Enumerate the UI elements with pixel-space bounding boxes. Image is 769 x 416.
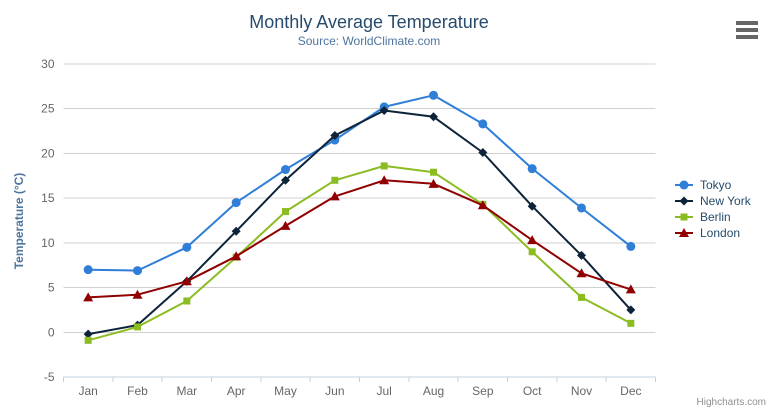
legend-marker-berlin (675, 213, 693, 221)
point-berlin-Nov[interactable] (578, 293, 585, 301)
x-axis-label: May (274, 384, 297, 398)
y-axis-title: Temperature (°C) (12, 172, 26, 270)
hamburger-bar (736, 28, 758, 32)
point-berlin-May[interactable] (282, 208, 289, 216)
legend-marker-shape-tokyo[interactable] (679, 180, 689, 190)
legend-marker-shape-london[interactable] (679, 228, 689, 237)
series-new-york (83, 106, 636, 339)
legend-marker-tokyo (675, 180, 693, 190)
hamburger-bar (736, 35, 758, 39)
hamburger-menu-icon[interactable] (735, 20, 759, 40)
point-london-Apr[interactable] (231, 251, 242, 261)
point-london-Jan[interactable] (83, 292, 94, 302)
point-london-Mar[interactable] (181, 276, 192, 286)
point-berlin-Oct[interactable] (528, 248, 536, 256)
legend: Tokyo New York Berlin London (675, 177, 751, 241)
chart-title: Monthly Average Temperature (249, 12, 489, 32)
x-axis-label: Dec (620, 384, 641, 398)
y-axis-label: 25 (41, 102, 55, 116)
point-new-york-Aug[interactable] (429, 112, 438, 122)
point-new-york-Jan[interactable] (83, 329, 93, 339)
hamburger-bar (736, 21, 758, 25)
series-tokyo (83, 90, 636, 276)
point-tokyo-Sep[interactable] (478, 119, 488, 129)
point-london-Nov[interactable] (576, 268, 587, 278)
point-london-Jun[interactable] (329, 191, 340, 201)
series-line-berlin[interactable] (87, 164, 632, 342)
point-berlin-Jun[interactable] (331, 176, 339, 184)
legend-label: London (700, 226, 741, 240)
point-tokyo-Feb[interactable] (133, 266, 142, 276)
legend-marker-new-york (675, 196, 693, 206)
legend-item-tokyo[interactable]: Tokyo (675, 177, 751, 193)
x-axis-label: Apr (227, 384, 246, 398)
y-axis-label: 15 (41, 191, 55, 205)
point-berlin-Jan[interactable] (84, 336, 92, 344)
x-axis-label: Mar (176, 384, 197, 398)
legend-marker-shape-new-york[interactable] (679, 196, 689, 206)
point-tokyo-Aug[interactable] (429, 90, 438, 100)
x-axis-label: Aug (423, 384, 444, 398)
point-tokyo-Oct[interactable] (527, 164, 537, 174)
x-axis-label: Sep (472, 384, 494, 398)
point-tokyo-Jan[interactable] (83, 265, 93, 275)
point-tokyo-May[interactable] (281, 165, 290, 175)
point-berlin-Aug[interactable] (430, 168, 437, 176)
point-new-york-Sep[interactable] (478, 148, 488, 158)
series-line-tokyo[interactable] (88, 94, 632, 272)
point-tokyo-Dec[interactable] (626, 241, 636, 251)
point-new-york-Oct[interactable] (527, 201, 537, 211)
x-axis-label: Oct (523, 384, 542, 398)
legend-label: Tokyo (700, 178, 732, 192)
point-london-Sep[interactable] (477, 200, 488, 210)
y-axis-label: 20 (41, 146, 55, 160)
point-london-May[interactable] (280, 220, 291, 230)
point-new-york-Dec[interactable] (626, 305, 636, 315)
point-london-Dec[interactable] (625, 284, 636, 294)
point-new-york-Apr[interactable] (231, 226, 241, 236)
point-new-york-Jul[interactable] (379, 106, 389, 116)
y-axis-label: 0 (48, 325, 55, 339)
credits-link[interactable]: Highcharts.com (696, 397, 766, 408)
legend-label: New York (700, 194, 751, 208)
x-axis-label: Feb (127, 384, 148, 398)
y-axis-label: 10 (41, 236, 55, 250)
point-new-york-May[interactable] (281, 175, 290, 185)
point-berlin-Jul[interactable] (380, 162, 388, 170)
legend-marker-london (675, 228, 693, 237)
legend-label: Berlin (700, 210, 731, 224)
series-london (83, 175, 636, 302)
point-london-Oct[interactable] (527, 235, 538, 245)
point-tokyo-Nov[interactable] (577, 203, 586, 213)
legend-item-new-york[interactable]: New York (675, 193, 751, 209)
point-tokyo-Mar[interactable] (182, 242, 192, 252)
y-axis-label: 5 (48, 281, 55, 295)
x-axis-label: Jun (325, 384, 344, 398)
point-new-york-Nov[interactable] (577, 250, 586, 260)
y-axis-label: 30 (41, 57, 55, 71)
point-tokyo-Apr[interactable] (231, 198, 241, 208)
series-line-london[interactable] (88, 179, 632, 299)
point-new-york-Jun[interactable] (330, 131, 340, 141)
legend-marker-shape-berlin[interactable] (680, 213, 688, 221)
chart-subtitle: Source: WorldClimate.com (297, 34, 441, 48)
point-london-Feb[interactable] (132, 289, 143, 299)
legend-item-london[interactable]: London (675, 225, 751, 241)
point-berlin-Mar[interactable] (183, 297, 191, 305)
x-axis-label: Jan (78, 384, 97, 398)
legend-item-berlin[interactable]: Berlin (675, 209, 751, 225)
y-axis-label: -5 (44, 370, 55, 384)
point-berlin-Dec[interactable] (627, 319, 635, 327)
x-axis-label: Jul (376, 384, 391, 398)
series-line-new-york[interactable] (88, 109, 632, 336)
point-london-Jul[interactable] (379, 175, 390, 185)
point-london-Aug[interactable] (428, 178, 439, 188)
x-axis-label: Nov (571, 384, 592, 398)
point-berlin-Feb[interactable] (134, 323, 141, 331)
